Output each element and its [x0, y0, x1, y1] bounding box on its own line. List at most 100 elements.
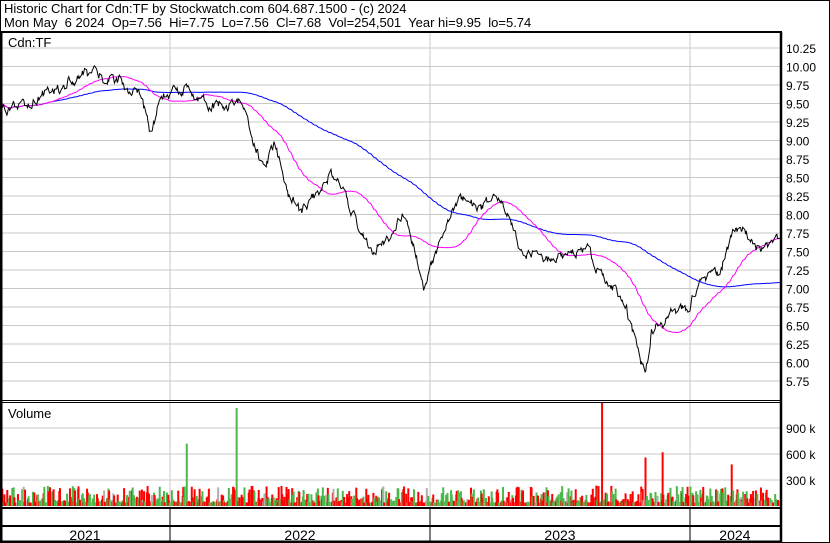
volume-bar: [422, 502, 425, 506]
volume-bar: [442, 487, 445, 506]
volume-bar: [19, 500, 22, 506]
volume-bar: [230, 494, 233, 506]
volume-bar: [487, 496, 490, 506]
volume-bar: [253, 491, 256, 506]
volume-bar: [647, 500, 650, 506]
volume-bar: [118, 501, 121, 506]
volume-bar: [346, 497, 349, 506]
volume-bar: [427, 495, 430, 506]
year-label: 2021: [69, 527, 100, 543]
volume-bar: [375, 495, 378, 506]
volume-bar: [228, 498, 231, 506]
volume-bar: [34, 501, 37, 506]
volume-bar: [137, 497, 140, 506]
volume-bar: [491, 497, 494, 506]
volume-bar: [66, 493, 69, 506]
volume-bar: [11, 488, 14, 506]
volume-bar: [108, 499, 111, 506]
volume-bar: [71, 486, 74, 506]
volume-bar: [188, 501, 191, 506]
volume-bar: [33, 492, 36, 506]
volume-bar: [213, 502, 216, 506]
volume-bar: [207, 488, 210, 506]
volume-bar: [77, 486, 80, 506]
volume-bar: [644, 457, 647, 506]
volume-bar: [597, 486, 600, 506]
volume-bar: [591, 488, 594, 506]
volume-bar: [559, 492, 562, 506]
volume-bar: [170, 490, 173, 506]
volume-bar: [397, 488, 400, 506]
volume-bar: [162, 491, 165, 506]
volume-bar: [201, 491, 204, 506]
volume-bar: [606, 493, 609, 506]
volume-bar: [417, 491, 420, 506]
volume-bar: [108, 490, 111, 506]
volume-bar: [427, 501, 430, 506]
volume-bar: [707, 499, 710, 506]
year-label: 2022: [284, 527, 315, 543]
price-panel-label: Cdn:TF: [8, 35, 51, 50]
volume-bar: [570, 490, 573, 506]
price-tick-label: 9.25: [786, 116, 810, 130]
volume-bar: [158, 486, 161, 506]
volume-bar: [446, 493, 449, 506]
volume-bar: [236, 496, 239, 506]
volume-bar: [240, 494, 243, 506]
volume-bar: [243, 487, 246, 506]
volume-bar: [531, 496, 534, 506]
volume-bar: [168, 502, 171, 506]
volume-bar: [273, 500, 276, 506]
volume-bar: [631, 491, 634, 506]
volume-bar: [353, 495, 356, 506]
volume-bar: [52, 489, 55, 506]
price-tick-label: 8.75: [786, 153, 810, 167]
price-tick-label: 8.50: [786, 172, 810, 186]
volume-bar: [193, 489, 196, 506]
volume-bar: [455, 490, 458, 506]
volume-bar: [662, 494, 665, 506]
volume-bar: [54, 499, 57, 506]
volume-bar: [185, 443, 188, 506]
volume-bar: [355, 487, 358, 506]
volume-bar: [450, 494, 453, 506]
volume-bar: [602, 499, 605, 506]
volume-bar: [497, 502, 500, 506]
volume-bar: [590, 494, 593, 506]
volume-bar: [709, 488, 712, 506]
volume-bar: [73, 490, 76, 506]
volume-bar: [567, 488, 570, 506]
volume-bar: [413, 489, 416, 506]
volume-bar: [432, 494, 435, 506]
volume-bar: [627, 500, 630, 506]
volume-bar: [167, 494, 170, 506]
volume-bar: [715, 489, 718, 506]
volume-bar: [373, 498, 376, 506]
volume-bar: [746, 498, 749, 506]
volume-bar: [669, 487, 672, 506]
volume-bar: [561, 486, 564, 506]
price-tick-label: 5.75: [786, 375, 810, 389]
volume-bar: [16, 494, 19, 506]
volume-bar: [577, 500, 580, 506]
volume-bar: [757, 500, 760, 506]
volume-bar: [123, 488, 126, 506]
volume-bar: [587, 502, 590, 506]
volume-bar: [629, 494, 632, 506]
price-tick-label: 8.00: [786, 209, 810, 223]
volume-bar: [123, 502, 126, 506]
volume-bar: [153, 495, 156, 506]
volume-bar: [722, 492, 725, 506]
volume-bar: [317, 495, 320, 506]
volume-bar: [12, 487, 15, 506]
volume-bar: [566, 492, 569, 506]
volume-bar: [471, 496, 474, 506]
volume-bar: [182, 487, 185, 506]
volume-bar: [143, 501, 146, 506]
volume-bar: [306, 494, 309, 506]
volume-bar: [732, 490, 735, 506]
volume-bar: [730, 464, 733, 506]
price-tick-label: 6.50: [786, 320, 810, 334]
